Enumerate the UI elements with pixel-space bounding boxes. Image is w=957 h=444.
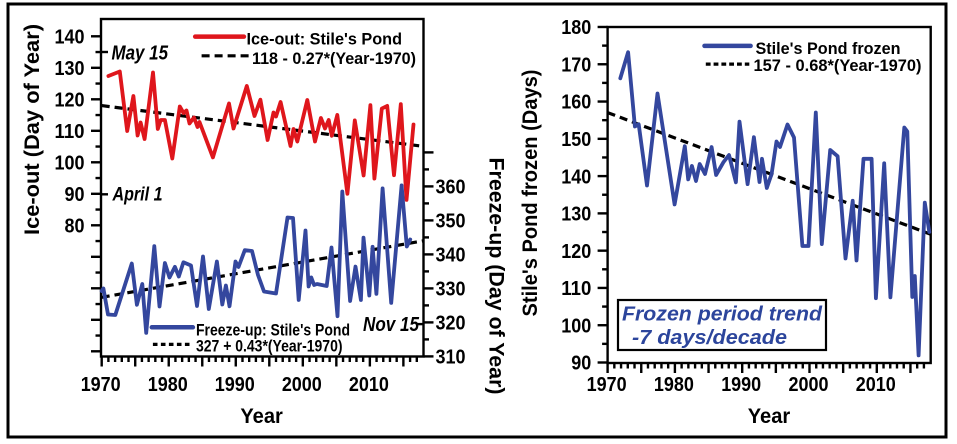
svg-text:2000: 2000 [282,374,322,396]
svg-text:Freeze-up (Day of Year): Freeze-up (Day of Year) [485,158,508,395]
svg-text:350: 350 [436,211,466,233]
svg-text:Ice-out: Stile's Pond: Ice-out: Stile's Pond [247,30,403,49]
svg-text:90: 90 [571,353,591,375]
svg-text:Stile's Pond frozen: Stile's Pond frozen [756,39,901,58]
svg-text:Nov 15: Nov 15 [363,314,420,336]
svg-text:1970: 1970 [81,374,121,396]
svg-text:80: 80 [65,216,85,238]
svg-text:Ice-out (Day of Year): Ice-out (Day of Year) [21,24,44,235]
svg-text:360: 360 [436,177,466,199]
svg-text:120: 120 [561,241,591,263]
svg-text:1990: 1990 [721,374,761,396]
svg-text:310: 310 [436,347,466,369]
svg-text:110: 110 [561,278,591,300]
svg-text:Frozen period trend: Frozen period trend [622,304,823,326]
svg-text:327 + 0.43*(Year-1970): 327 + 0.43*(Year-1970) [196,337,343,356]
svg-text:May 15: May 15 [112,43,169,65]
svg-text:340: 340 [436,245,466,267]
svg-text:320: 320 [436,313,466,335]
svg-text:130: 130 [55,58,85,80]
svg-text:2000: 2000 [789,374,829,396]
svg-text:157 - 0.68*(Year-1970): 157 - 0.68*(Year-1970) [754,56,922,75]
svg-text:90: 90 [65,184,85,206]
svg-text:Year: Year [748,405,791,428]
svg-text:April 1: April 1 [112,185,163,206]
svg-text:1970: 1970 [587,374,627,396]
svg-text:170: 170 [561,54,591,76]
svg-text:118 - 0.27*(Year-1970): 118 - 0.27*(Year-1970) [252,49,416,68]
svg-text:1980: 1980 [654,374,694,396]
svg-text:2010: 2010 [349,374,389,396]
svg-text:130: 130 [561,204,591,226]
svg-text:110: 110 [55,121,85,143]
svg-text:150: 150 [561,129,591,151]
svg-text:160: 160 [561,92,591,114]
svg-text:180: 180 [561,17,591,39]
svg-text:100: 100 [561,315,591,337]
svg-text:-7 days/decade: -7 days/decade [632,327,787,349]
svg-text:120: 120 [55,90,85,112]
svg-text:330: 330 [436,279,466,301]
svg-text:1990: 1990 [215,374,255,396]
svg-text:140: 140 [55,27,85,49]
svg-text:100: 100 [55,153,85,175]
svg-text:Stile's Pond frozen (Days): Stile's Pond frozen (Days) [519,70,542,317]
svg-text:Freeze-up: Stile's Pond: Freeze-up: Stile's Pond [196,320,350,339]
svg-text:Year: Year [240,405,283,428]
svg-text:2010: 2010 [856,374,896,396]
svg-text:140: 140 [561,166,591,188]
svg-text:1980: 1980 [148,374,188,396]
